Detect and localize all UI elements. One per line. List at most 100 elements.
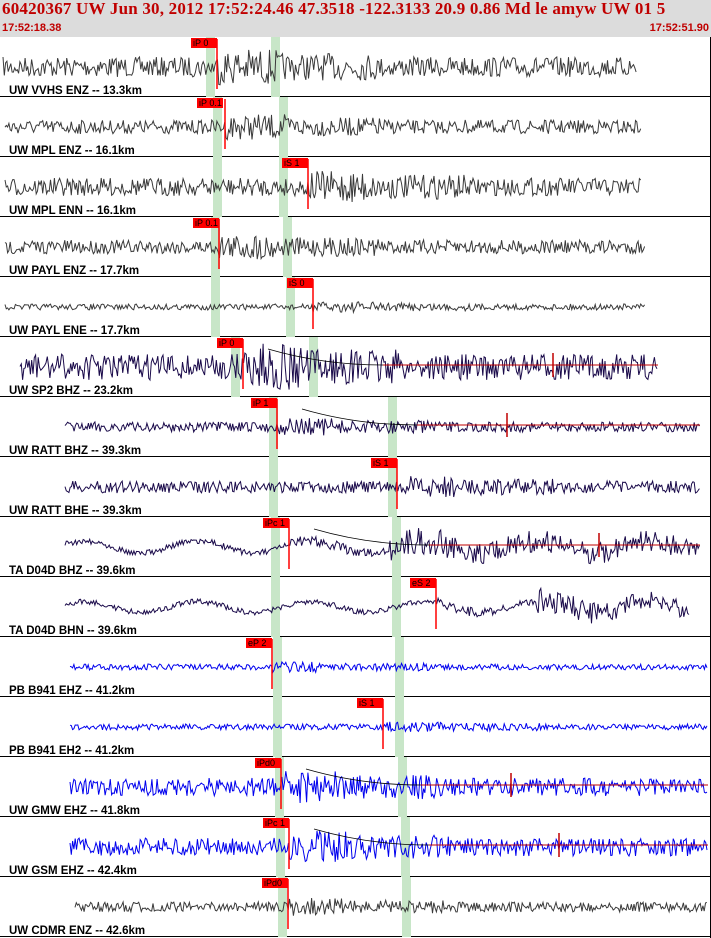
pick-label: eS 2 xyxy=(412,578,431,588)
window-band xyxy=(401,817,410,877)
coda-fit-curve xyxy=(305,768,708,786)
pick-label: iS 1 xyxy=(359,698,375,708)
station-label: UW MPL ENN -- 16.1km xyxy=(9,205,136,217)
pick-box[interactable] xyxy=(263,518,289,528)
pick-label: iP 0 xyxy=(193,38,208,48)
event-title: 60420367 UW Jun 30, 2012 17:52:24.46 47.… xyxy=(2,0,666,18)
window-band xyxy=(273,697,282,757)
coda-fit-curve xyxy=(313,828,708,846)
waveform-trace xyxy=(64,586,690,624)
pick-label: iS 0 xyxy=(289,278,305,288)
waveform-trace xyxy=(4,114,642,141)
trace-row[interactable]: iPd0 UW GMW EHZ -- 41.8km xyxy=(0,757,711,817)
trace-row[interactable]: eS 2 TA D04D BHN -- 39.6km xyxy=(0,577,711,637)
pick-box[interactable] xyxy=(197,98,223,108)
window-band xyxy=(279,157,288,217)
waveform-trace xyxy=(69,829,708,863)
pick-label: iPc 1 xyxy=(265,818,285,828)
pick-box[interactable] xyxy=(246,638,272,648)
station-label: UW MPL ENZ -- 16.1km xyxy=(9,145,135,157)
pick-box[interactable] xyxy=(217,338,243,348)
window-band xyxy=(278,877,287,937)
pick-label: iPd0 xyxy=(257,758,275,768)
window-band xyxy=(388,457,397,517)
start-time: 17:52:18.38 xyxy=(2,22,62,34)
window-band xyxy=(388,397,397,457)
trace-row[interactable]: iPd0 UW CDMR ENZ -- 42.6km xyxy=(0,877,711,937)
waveform-trace xyxy=(64,528,700,565)
station-label: UW PAYL ENZ -- 17.7km xyxy=(9,265,139,277)
window-band xyxy=(269,397,278,457)
station-label: UW RATT BHE -- 39.3km xyxy=(9,505,142,517)
pick-box[interactable] xyxy=(371,458,397,468)
pick-box[interactable] xyxy=(191,38,217,48)
waveform-trace xyxy=(64,476,700,498)
window-band xyxy=(231,337,240,397)
trace-row[interactable]: iS 1 UW RATT BHE -- 39.3km xyxy=(0,457,711,517)
header-bar: 60420367 UW Jun 30, 2012 17:52:24.46 47.… xyxy=(0,0,711,37)
station-label: UW GSM EHZ -- 42.4km xyxy=(9,865,137,877)
pick-box[interactable] xyxy=(410,578,436,588)
station-label: UW CDMR ENZ -- 42.6km xyxy=(9,925,145,937)
waveform-trace xyxy=(69,771,708,804)
pick-label: iP 0.1 xyxy=(195,218,218,228)
waveform-trace xyxy=(4,301,646,315)
coda-fit-curve xyxy=(301,408,700,426)
pick-label: iP 0 xyxy=(219,338,234,348)
window-band xyxy=(275,757,284,817)
window-band xyxy=(395,697,404,757)
pick-box[interactable] xyxy=(193,218,219,228)
window-band xyxy=(392,517,401,577)
pick-label: iPc 1 xyxy=(265,518,285,528)
pick-label: iS 1 xyxy=(284,158,300,168)
coda-fit-curve xyxy=(313,528,700,546)
window-band xyxy=(271,577,280,637)
window-band xyxy=(279,97,288,157)
station-label: UW VVHS ENZ -- 13.3km xyxy=(9,85,142,97)
station-label: TA D04D BHN -- 39.6km xyxy=(9,625,137,637)
trace-row[interactable]: iPc 1 TA D04D BHZ -- 39.6km xyxy=(0,517,711,577)
pick-box[interactable] xyxy=(255,758,281,768)
station-label: UW PAYL ENE -- 17.7km xyxy=(9,325,140,337)
station-label: TA D04D BHZ -- 39.6km xyxy=(9,565,136,577)
waveform-trace xyxy=(4,235,646,261)
window-band xyxy=(213,97,222,157)
pick-label: eP 2 xyxy=(248,638,266,648)
end-time: 17:52:51.90 xyxy=(649,22,709,34)
trace-row[interactable]: iP 0 UW SP2 BHZ -- 23.2km xyxy=(0,337,711,397)
station-label: PB B941 EHZ -- 41.2km xyxy=(9,685,135,697)
pick-label: iP 1 xyxy=(253,398,268,408)
pick-box[interactable] xyxy=(262,878,288,888)
trace-row[interactable]: iP 0.1 UW MPL ENZ -- 16.1km xyxy=(0,97,711,157)
trace-row[interactable]: eP 2 PB B941 EHZ -- 41.2km xyxy=(0,637,711,697)
trace-row[interactable]: iPc 1 UW GSM EHZ -- 42.4km xyxy=(0,817,711,877)
window-band xyxy=(276,817,285,877)
trace-row[interactable]: iP 0 UW VVHS ENZ -- 13.3km xyxy=(0,37,711,97)
trace-row[interactable]: iS 1 PB B941 EH2 -- 41.2km xyxy=(0,697,711,757)
pick-box[interactable] xyxy=(263,818,289,828)
pick-box[interactable] xyxy=(282,158,308,168)
trace-row[interactable]: iS 0 UW PAYL ENE -- 17.7km xyxy=(0,277,711,337)
trace-row[interactable]: iP 1 UW RATT BHZ -- 39.3km xyxy=(0,397,711,457)
coda-fit-curve xyxy=(267,348,658,366)
waveform-trace xyxy=(4,171,642,203)
window-band xyxy=(392,577,401,637)
pick-box[interactable] xyxy=(251,398,277,408)
station-label: UW SP2 BHZ -- 23.2km xyxy=(9,385,133,397)
station-label: UW RATT BHZ -- 39.3km xyxy=(9,445,141,457)
station-label: UW GMW EHZ -- 41.8km xyxy=(9,805,140,817)
waveform-trace xyxy=(69,721,708,733)
waveform-trace xyxy=(74,897,708,916)
pick-box[interactable] xyxy=(357,698,383,708)
trace-row[interactable]: iS 1 UW MPL ENN -- 16.1km xyxy=(0,157,711,217)
station-label: PB B941 EH2 -- 41.2km xyxy=(9,745,134,757)
window-band xyxy=(398,757,407,817)
seismogram-panel[interactable]: iP 0 UW VVHS ENZ -- 13.3km iP 0.1 UW MPL EN… xyxy=(0,37,711,938)
waveform-trace xyxy=(69,660,708,675)
trace-row[interactable]: iP 0.1 UW PAYL ENZ -- 17.7km xyxy=(0,217,711,277)
waveform-trace xyxy=(2,49,637,86)
window-band xyxy=(206,37,215,97)
pick-box[interactable] xyxy=(287,278,313,288)
waveform-trace xyxy=(64,418,700,436)
waveform-trace xyxy=(19,343,658,390)
